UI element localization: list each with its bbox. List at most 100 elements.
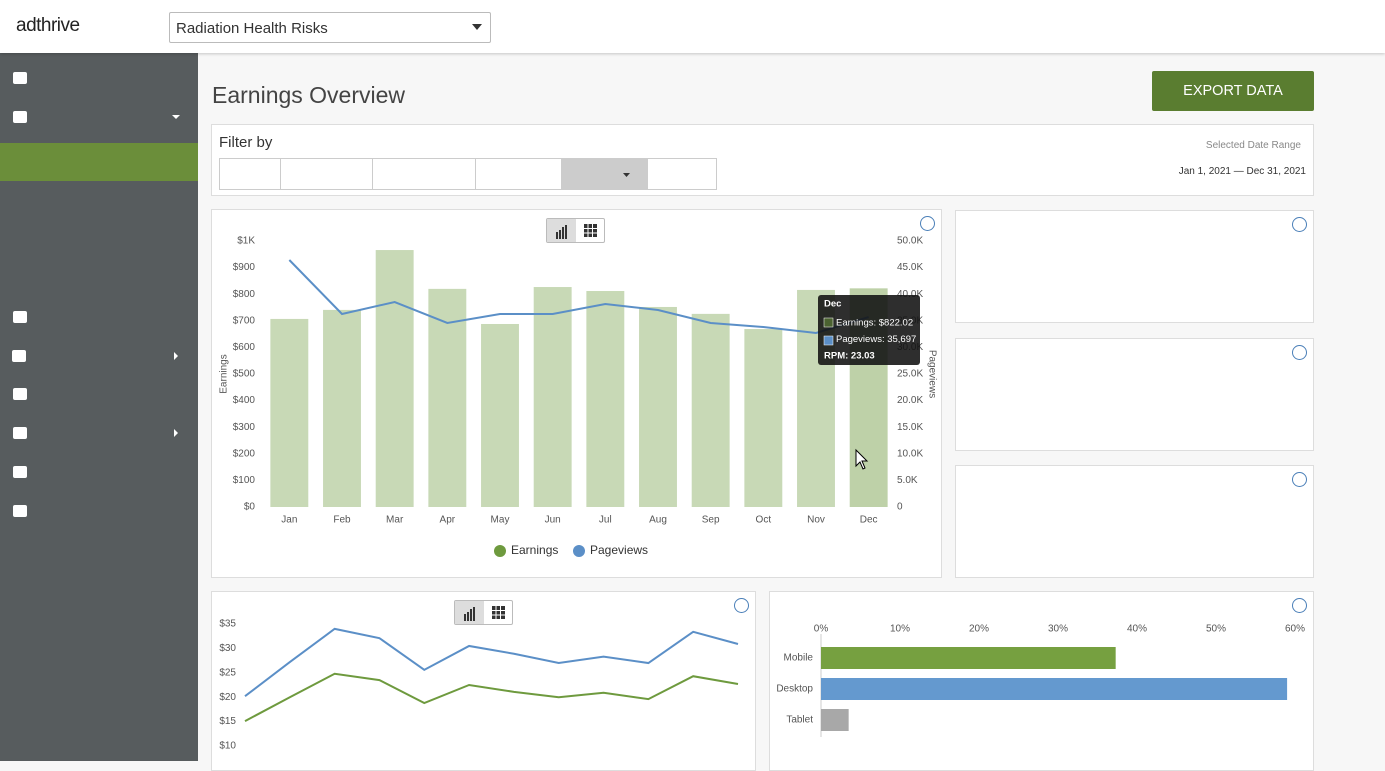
sidebar [0, 53, 198, 761]
nav-item[interactable] [0, 414, 198, 452]
nav-item[interactable] [0, 143, 198, 181]
help-icon[interactable] [920, 216, 935, 231]
help-icon[interactable] [734, 598, 749, 613]
y2-tick-label: 25.0K [897, 369, 923, 380]
icon-shape [13, 311, 27, 323]
export-button[interactable]: EXPORT DATA [1152, 71, 1314, 111]
y-axis-label: Earnings [219, 354, 230, 393]
nav-icon [13, 111, 27, 123]
y2-tick-label: 45.0K [897, 262, 923, 273]
x-tick-label: Jun [545, 515, 561, 526]
icon-shape [13, 111, 27, 123]
y-tick-label: $20 [219, 692, 236, 703]
tooltip-line: Pageviews: 35,697 [836, 334, 916, 345]
help-icon[interactable] [1292, 598, 1307, 613]
toggle-icons [455, 601, 505, 624]
icon-bar [562, 227, 564, 239]
nav-item[interactable] [0, 182, 198, 220]
icon-bar [470, 609, 472, 621]
y-tick-label: $200 [233, 448, 256, 459]
filter-button[interactable] [561, 158, 648, 190]
filter-button[interactable] [219, 158, 281, 190]
filter-button[interactable] [647, 158, 717, 190]
tooltip-title: Dec [824, 299, 841, 310]
y-tick-label: $300 [233, 422, 256, 433]
icon-shape [13, 427, 27, 439]
nav-item[interactable] [0, 298, 198, 336]
nav-item[interactable] [0, 259, 198, 297]
help-icon[interactable] [1292, 472, 1307, 487]
legend-dot [494, 545, 506, 557]
nav-item[interactable] [0, 453, 198, 491]
help-icon[interactable] [1292, 217, 1307, 232]
x-tick-label: May [491, 515, 510, 526]
logo[interactable]: adthrive [16, 15, 80, 36]
nav-item[interactable] [0, 337, 198, 375]
chart-toggle [454, 600, 513, 625]
earnings-chart-panel: $0 $100 $200 $300 $400 $500 $600 $700 $800 $900 $1… [211, 209, 942, 578]
help-icon[interactable] [1292, 345, 1307, 360]
legend-dot [573, 545, 585, 557]
chart: 0% 10% 20% 30% 40% 50% 60% Mobile Desktop Tablet [776, 624, 1305, 737]
icon-bar [556, 232, 558, 239]
header: adthrive Radiation Health Risks [0, 0, 1385, 53]
chevron-shape [172, 115, 180, 119]
x-tick-label: 60% [1285, 624, 1305, 635]
nav-icon [12, 350, 26, 362]
y-tick-label: Tablet [786, 715, 813, 726]
nav-icon [13, 388, 27, 400]
range: Jan 1, 2021 — Dec 31, 2021 [1178, 166, 1306, 177]
y2-axis-label: Pageviews [926, 350, 937, 398]
y2-tick-label: 40.0K [897, 289, 923, 300]
toggle-active [455, 601, 484, 624]
x-tick-label: Sep [702, 515, 720, 526]
nav-icon [13, 466, 27, 478]
chevron-shape [174, 352, 178, 360]
caret-shape [623, 173, 630, 177]
nav-icon [13, 72, 27, 84]
site-select[interactable]: Radiation Health Risks [169, 12, 491, 43]
y2-tick-label: 20.0K [897, 395, 923, 406]
bar [821, 709, 849, 731]
x-tick-label: Jan [281, 515, 297, 526]
stat-card [955, 338, 1314, 451]
icon-bar [473, 607, 475, 621]
bar [586, 291, 625, 507]
chart: $10 $15 $20 $25 $30 $35 [219, 619, 739, 752]
icon-bar [467, 612, 469, 621]
x-tick-label: Aug [649, 515, 667, 526]
bar [481, 323, 519, 507]
tooltip-box [818, 295, 920, 365]
y-tick-label: $800 [233, 289, 256, 300]
y-tick-label: $25 [219, 667, 236, 678]
icon-grid [584, 224, 597, 237]
nav-item[interactable] [0, 492, 198, 530]
filter-button[interactable] [372, 158, 476, 190]
x-tick-label: 30% [1048, 624, 1068, 635]
y-tick-label: $900 [233, 262, 256, 273]
icon-shape [13, 388, 27, 400]
nav-item[interactable] [0, 221, 198, 259]
x-tick-label: Jul [599, 515, 612, 526]
filter-button[interactable] [280, 158, 373, 190]
y-tick-label: Desktop [776, 684, 813, 695]
y-tick-label: $700 [233, 315, 256, 326]
caret [472, 24, 482, 30]
tooltip-line: RPM: 23.03 [824, 351, 875, 362]
nav-item[interactable] [0, 98, 198, 136]
y-tick-label: $15 [219, 716, 236, 727]
filter-button[interactable] [475, 158, 562, 190]
bar [639, 306, 677, 507]
bar [821, 678, 1288, 700]
nav-icon [13, 311, 27, 323]
legend-label: Pageviews [590, 543, 648, 557]
x-tick-label: Nov [807, 515, 825, 526]
y-tick-label: $1K [237, 236, 255, 247]
toggle-active [547, 219, 576, 242]
nav-item[interactable] [0, 59, 198, 97]
nav-icon [13, 427, 27, 439]
stat-card [955, 210, 1314, 323]
range-label: Selected Date Range [1205, 140, 1301, 151]
nav-item[interactable] [0, 375, 198, 413]
